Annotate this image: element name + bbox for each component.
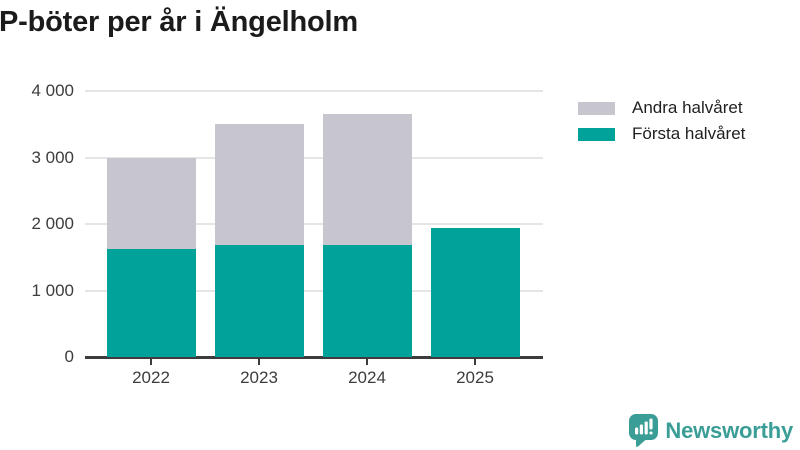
y-axis-tick-label: 0 xyxy=(64,347,74,366)
legend-item-andra-halvaret: Andra halvåret xyxy=(578,95,745,121)
x-axis-line xyxy=(85,356,543,359)
gridline-1000 xyxy=(85,289,543,292)
y-axis-tick-label: 2 000 xyxy=(31,214,74,233)
gridline-3000 xyxy=(85,156,543,159)
bar-2024-andra-halvaret xyxy=(322,113,412,245)
bar-2022-andra-halvaret xyxy=(106,157,196,249)
x-axis-tick-2022 xyxy=(150,359,152,365)
newsworthy-wordmark: Newsworthy xyxy=(665,417,793,443)
x-axis-label-2023: 2023 xyxy=(240,368,278,387)
gridline-2000 xyxy=(85,223,543,225)
x-axis-tick-2023 xyxy=(258,359,260,365)
y-axis-tick-label: 1 000 xyxy=(31,280,74,300)
bar-2022-forsta-halvaret xyxy=(106,248,196,357)
legend-item-forsta-halvaret: Första halvåret xyxy=(578,121,745,147)
x-axis-label-2022: 2022 xyxy=(132,368,170,387)
y-axis-tick-label: 3 000 xyxy=(31,147,74,167)
bar-chart-speech-bubble-icon xyxy=(629,414,659,447)
x-axis-tick-2025 xyxy=(474,359,476,365)
legend-label-forsta-halvaret: Första halvåret xyxy=(632,124,746,143)
bar-2024-forsta-halvaret xyxy=(322,244,412,357)
bar-2025-forsta-halvaret xyxy=(430,227,520,357)
legend-swatch-forsta-halvaret xyxy=(578,127,615,141)
y-axis-tick-label: 4 000 xyxy=(31,81,74,100)
x-axis-label-2025: 2025 xyxy=(456,368,494,387)
bar-2023-forsta-halvaret xyxy=(214,244,304,357)
chart-title: P-böter per år i Ängelholm xyxy=(0,6,358,38)
x-axis-label-2024: 2024 xyxy=(348,368,386,387)
bar-2023-andra-halvaret xyxy=(214,123,304,245)
legend-label-andra-halvaret: Andra halvåret xyxy=(632,98,743,117)
legend: Andra halvåret Första halvåret xyxy=(578,95,745,147)
x-axis-tick-2024 xyxy=(366,359,368,365)
legend-swatch-andra-halvaret xyxy=(578,101,615,115)
newsworthy-logo: Newsworthy xyxy=(629,414,793,447)
gridline-4000 xyxy=(85,90,543,92)
